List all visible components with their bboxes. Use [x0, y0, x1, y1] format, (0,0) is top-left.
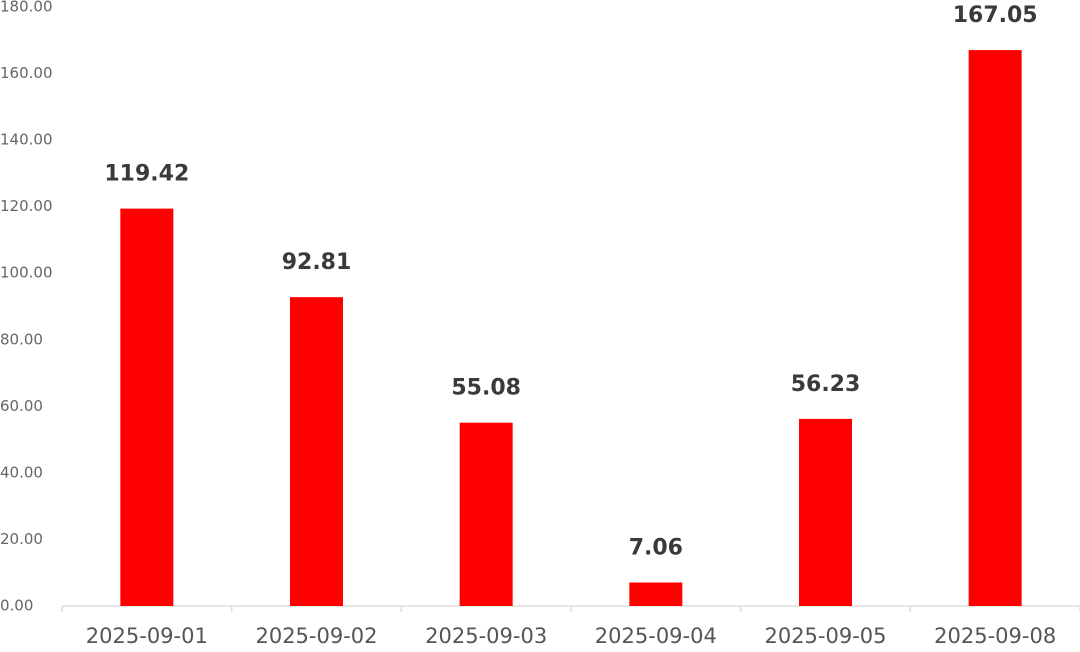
y-tick-label: 60.00 — [0, 397, 43, 415]
bar — [629, 582, 683, 606]
value-label: 92.81 — [282, 250, 352, 275]
y-tick-label: 140.00 — [0, 131, 53, 149]
bar — [968, 50, 1022, 606]
x-tick-label: 2025-09-05 — [764, 624, 886, 648]
x-tick-label: 2025-09-03 — [425, 624, 547, 648]
x-tick-label: 2025-09-04 — [595, 624, 717, 648]
value-label: 167.05 — [953, 3, 1038, 28]
x-tick-label: 2025-09-08 — [934, 624, 1056, 648]
bar — [290, 297, 343, 606]
bar — [120, 208, 174, 606]
bar — [459, 422, 513, 606]
y-tick-label: 20.00 — [0, 530, 43, 548]
value-label: 7.06 — [629, 536, 683, 561]
y-tick-label: 180.00 — [0, 0, 53, 16]
x-tick-label: 2025-09-01 — [86, 624, 208, 648]
y-tick-label: 160.00 — [0, 64, 53, 82]
y-tick-label: 100.00 — [0, 264, 53, 282]
y-tick-label: 80.00 — [0, 330, 43, 348]
y-tick-label: 120.00 — [0, 197, 53, 215]
value-label: 55.08 — [451, 376, 521, 401]
x-tick-label: 2025-09-02 — [255, 624, 377, 648]
value-label: 56.23 — [791, 372, 861, 397]
y-tick-label: 40.00 — [0, 463, 43, 481]
value-label: 119.42 — [104, 162, 189, 187]
bar — [799, 418, 852, 606]
y-tick-label: 0.00 — [0, 597, 33, 615]
